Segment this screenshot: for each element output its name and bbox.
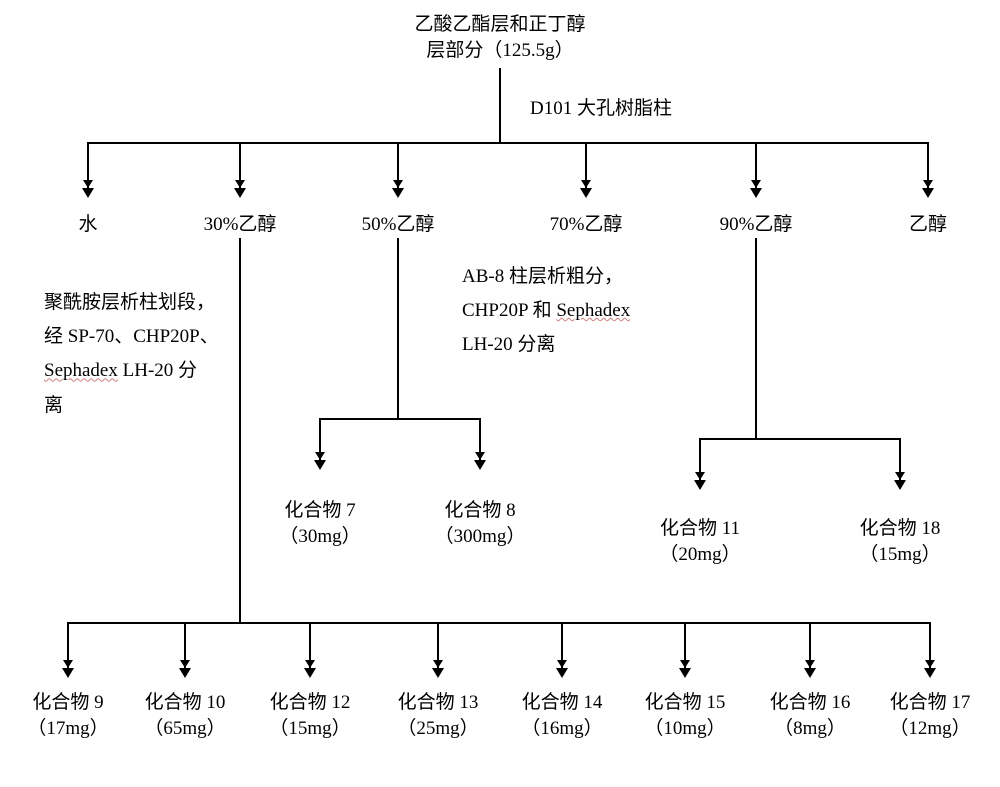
note-30: 聚酰胺层析柱划段，经 SP-70、CHP20P、Sephadex LH-20 分… <box>44 286 254 423</box>
compound-11: 化合物 11（20mg） <box>600 516 800 567</box>
compound-8: 化合物 8（300mg） <box>380 498 580 549</box>
compound-17: 化合物 17（12mg） <box>830 690 1000 741</box>
fraction-2: 50%乙醇 <box>298 212 498 238</box>
note-50: AB-8 柱层析粗分，CHP20P 和 SephadexLH-20 分离 <box>462 260 682 363</box>
compound-18: 化合物 18（15mg） <box>800 516 1000 567</box>
root-title: 乙酸乙酯层和正丁醇层部分（125.5g） <box>400 12 600 63</box>
fraction-4: 90%乙醇 <box>656 212 856 238</box>
d101-label: D101 大孔树脂柱 <box>530 96 672 122</box>
fraction-5: 乙醇 <box>828 212 1000 238</box>
diagram-canvas: 乙酸乙酯层和正丁醇层部分（125.5g）D101 大孔树脂柱水30%乙醇50%乙… <box>0 0 1000 787</box>
